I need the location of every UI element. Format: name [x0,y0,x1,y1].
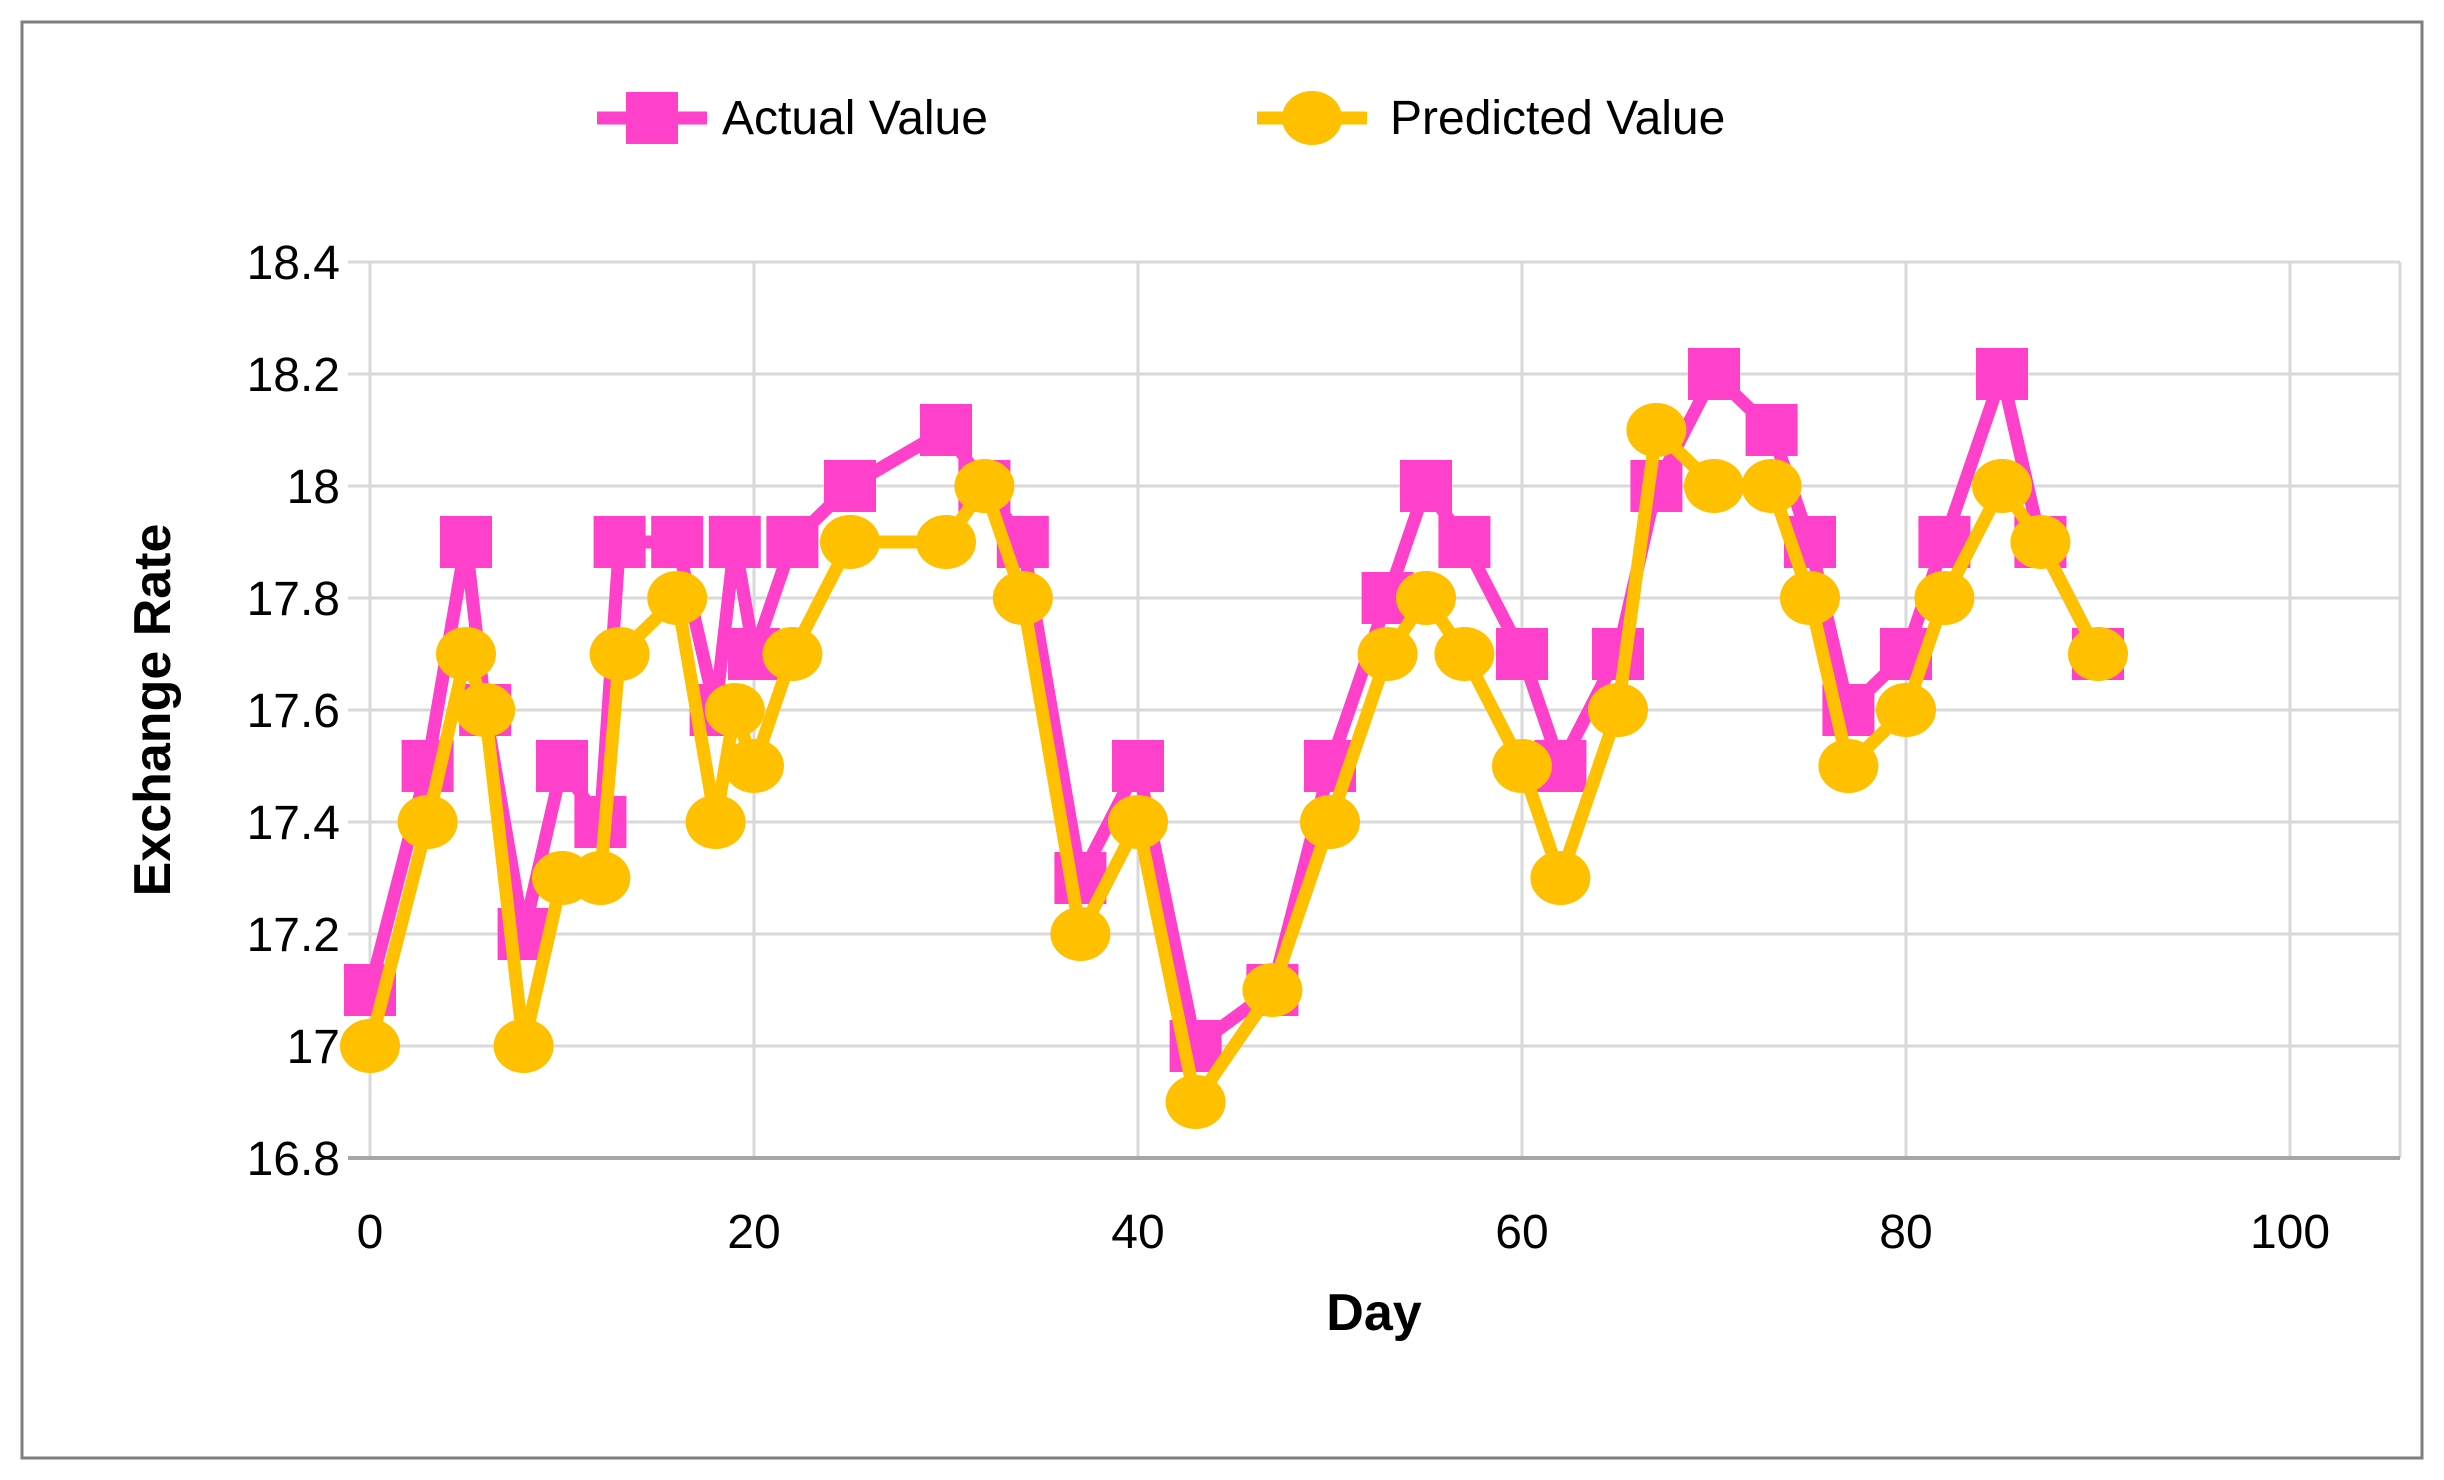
x-tick-label: 60 [1495,1206,1548,1259]
predicted-marker [762,627,823,681]
legend: Actual Value Predicted Value [597,91,1725,145]
predicted-marker [436,627,496,681]
predicted-marker [1357,627,1418,681]
actual-marker [1112,740,1164,792]
predicted-marker [1530,851,1591,905]
x-tick-label: 80 [1879,1206,1932,1259]
predicted-marker [1780,571,1840,625]
predicted-marker [704,683,765,737]
x-tick-label: 0 [357,1206,384,1259]
predicted-marker [992,571,1053,625]
predicted-marker [1684,459,1744,513]
x-axis-title: Day [1326,1284,1421,1342]
predicted-marker [1300,795,1360,849]
actual-marker [1976,348,2028,400]
legend-item-actual: Actual Value [597,92,988,145]
predicted-marker [570,851,631,905]
y-tick-label: 17.4 [247,797,340,850]
actual-marker [1400,460,1452,512]
y-axis-title: Exchange Rate [124,524,182,897]
actual-marker [440,516,492,568]
series-layer [340,348,2128,1129]
y-tick-label: 18.2 [247,349,340,402]
actual-marker [1745,404,1798,456]
actual-marker [824,460,876,512]
x-tick-label: 20 [727,1206,780,1259]
predicted-marker [589,627,650,681]
predicted-marker [1876,683,1936,737]
y-tick-label: 17.2 [247,909,340,962]
predicted-marker [1396,571,1456,625]
x-tick-label: 100 [2250,1206,2330,1259]
predicted-legend-circle-icon [1282,91,1342,145]
actual-marker [593,516,646,568]
actual-legend-square-icon [626,92,678,144]
predicted-marker [1165,1075,1226,1129]
predicted-marker [1972,459,2032,513]
y-tick-label: 17 [287,1021,340,1074]
predicted-marker [2010,515,2071,569]
actual-marker [766,516,819,568]
predicted-marker [1818,739,1879,793]
legend-item-predicted: Predicted Value [1257,91,1725,145]
predicted-marker [685,795,746,849]
y-tick-label: 17.6 [247,685,340,738]
actual-marker [536,740,588,792]
predicted-marker [1434,627,1495,681]
predicted-marker [455,683,516,737]
predicted-marker [340,1019,400,1073]
predicted-marker [1492,739,1552,793]
predicted-marker [1242,963,1303,1017]
actual-marker [1438,516,1491,568]
y-tick-label: 18.4 [247,237,340,290]
predicted-legend-label: Predicted Value [1390,92,1725,145]
x-tick-label: 40 [1111,1206,1164,1259]
predicted-marker [2068,627,2128,681]
actual-legend-label: Actual Value [722,92,988,145]
actual-marker [1688,348,1740,400]
predicted-marker [954,459,1015,513]
y-tick-label: 16.8 [247,1133,340,1186]
predicted-marker [1741,459,1802,513]
predicted-marker [916,515,976,569]
actual-marker [920,404,972,456]
tick-layer: 16.8 17 17.2 17.4 17.6 17.8 18 18.2 18.4 0 20 40 60 8… [247,237,2330,1259]
predicted-marker [724,739,784,793]
actual-marker [1496,628,1548,680]
predicted-marker [1626,403,1687,457]
predicted-marker [1108,795,1168,849]
figure-border [20,20,2424,1460]
actual-marker [651,516,704,568]
predicted-marker [820,515,880,569]
predicted-marker [1914,571,1975,625]
predicted-marker [1050,907,1111,961]
predicted-marker [1588,683,1648,737]
actual-marker [708,516,761,568]
predicted-marker [397,795,458,849]
y-tick-label: 17.8 [247,573,340,626]
y-tick-label: 18 [287,461,340,514]
predicted-marker [647,571,708,625]
predicted-marker [493,1019,554,1073]
